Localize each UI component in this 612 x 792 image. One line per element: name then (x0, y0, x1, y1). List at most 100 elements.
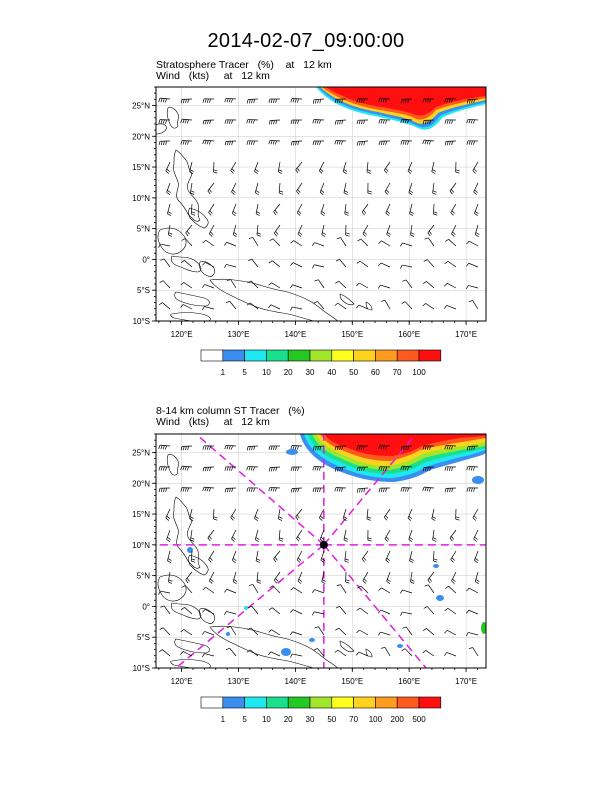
wind-barb (444, 282, 457, 289)
wind-barb (431, 508, 436, 521)
wind-barb (466, 487, 479, 492)
wind-barb (357, 585, 369, 594)
wind-barb (160, 605, 171, 615)
wind-barb (312, 119, 325, 124)
wind-barb (424, 584, 435, 594)
wind-barb (386, 571, 391, 584)
wind-barb (444, 466, 457, 471)
colorbar-label: 200 (391, 715, 405, 724)
wind-barb (158, 243, 171, 248)
wind-barb (180, 118, 193, 124)
wind-barb (381, 300, 391, 310)
lat-tick-label: 25°N (132, 101, 150, 110)
wind-barb (378, 466, 391, 471)
wind-barb (455, 508, 460, 521)
wind-barb (362, 224, 369, 237)
wind-barb (345, 571, 350, 584)
wind-barb (473, 529, 479, 542)
wind-barb (158, 119, 171, 124)
wind-barb (345, 224, 350, 237)
wind-barb (466, 140, 479, 145)
wind-barb (180, 304, 193, 310)
wind-barb (384, 182, 391, 195)
lat-tick-label: 10°S (133, 664, 150, 673)
wind-barb (466, 632, 479, 637)
wind-barb (273, 224, 281, 237)
wind-barb (466, 118, 479, 124)
wind-barb (273, 550, 281, 563)
wind-barb (290, 587, 303, 594)
lon-tick-label: 170°E (455, 330, 477, 339)
wind-barb (444, 97, 457, 103)
wind-barb (268, 260, 281, 268)
lon-tick-label: 160°E (398, 330, 420, 339)
wind-barb (296, 182, 303, 195)
wind-barb (384, 529, 391, 542)
lat-tick-label: 15°N (132, 510, 150, 519)
colorbar-label: 70 (393, 368, 402, 377)
colorbar-label: 30 (306, 715, 315, 724)
wind-barb (378, 487, 391, 493)
wind-barb (158, 487, 171, 493)
wind-barb (230, 161, 237, 174)
panel1-subtitle-line1: Stratosphere Tracer (%) at 12 km (156, 59, 332, 71)
wind-barb (296, 550, 303, 563)
wind-barb (312, 466, 325, 471)
wind-barb (248, 584, 259, 594)
wind-barb (296, 529, 303, 542)
wind-barb (189, 508, 194, 521)
colorbar-label: 30 (306, 368, 315, 377)
wind-barb (224, 119, 237, 124)
wind-barb (202, 139, 215, 145)
wind-barb (356, 607, 369, 615)
wind-barb (254, 529, 260, 542)
wind-barb (313, 648, 325, 657)
cross-section-line (323, 434, 417, 546)
wind-barb (208, 224, 215, 237)
colorbar-swatch (418, 349, 442, 362)
wind-barb (424, 237, 435, 247)
wind-barb (224, 611, 237, 616)
colorbar-swatch (266, 349, 289, 362)
wind-barb (400, 465, 413, 471)
wind-barb (466, 285, 479, 290)
wind-barb (248, 258, 259, 268)
wind-barb (246, 649, 259, 657)
wind-barb (202, 261, 215, 268)
wind-barb (432, 529, 437, 542)
wind-barb (202, 486, 215, 492)
wind-barb (225, 647, 237, 657)
wind-barb (407, 508, 413, 521)
wind-barb (400, 445, 413, 451)
cross-section-line (323, 544, 427, 668)
wind-barb (356, 260, 369, 268)
wind-barb (409, 550, 414, 563)
wind-barb (185, 571, 193, 584)
wind-barb (202, 586, 215, 594)
wind-barb (335, 627, 347, 636)
panel1-wind-barbs (158, 97, 480, 311)
wind-barb (335, 259, 347, 268)
wind-barb (167, 550, 172, 563)
colorbar-label: 100 (412, 368, 426, 377)
wind-barb (224, 444, 237, 450)
wind-barb (422, 466, 435, 472)
colorbar-swatch (396, 696, 420, 709)
wind-barb (450, 550, 457, 563)
wind-barb (160, 258, 171, 268)
wind-barb (290, 306, 303, 311)
panel2-map: 25°N 20°N 15°N 10°N 5°N 0° 5°S 10°S 120°E 130°E 14… (132, 433, 487, 724)
wind-barb (180, 282, 193, 289)
colorbar-swatch (331, 349, 354, 362)
wind-barb (422, 650, 435, 657)
wind-barb (335, 606, 347, 615)
wind-barb (451, 224, 457, 237)
wind-barb (208, 550, 215, 563)
wind-barb (344, 203, 349, 216)
wind-barb (246, 140, 259, 145)
wind-barb (165, 161, 171, 174)
wind-barb (451, 571, 457, 584)
wind-barb (444, 487, 457, 493)
cross-section-line (195, 434, 325, 546)
wind-barb (247, 627, 259, 636)
